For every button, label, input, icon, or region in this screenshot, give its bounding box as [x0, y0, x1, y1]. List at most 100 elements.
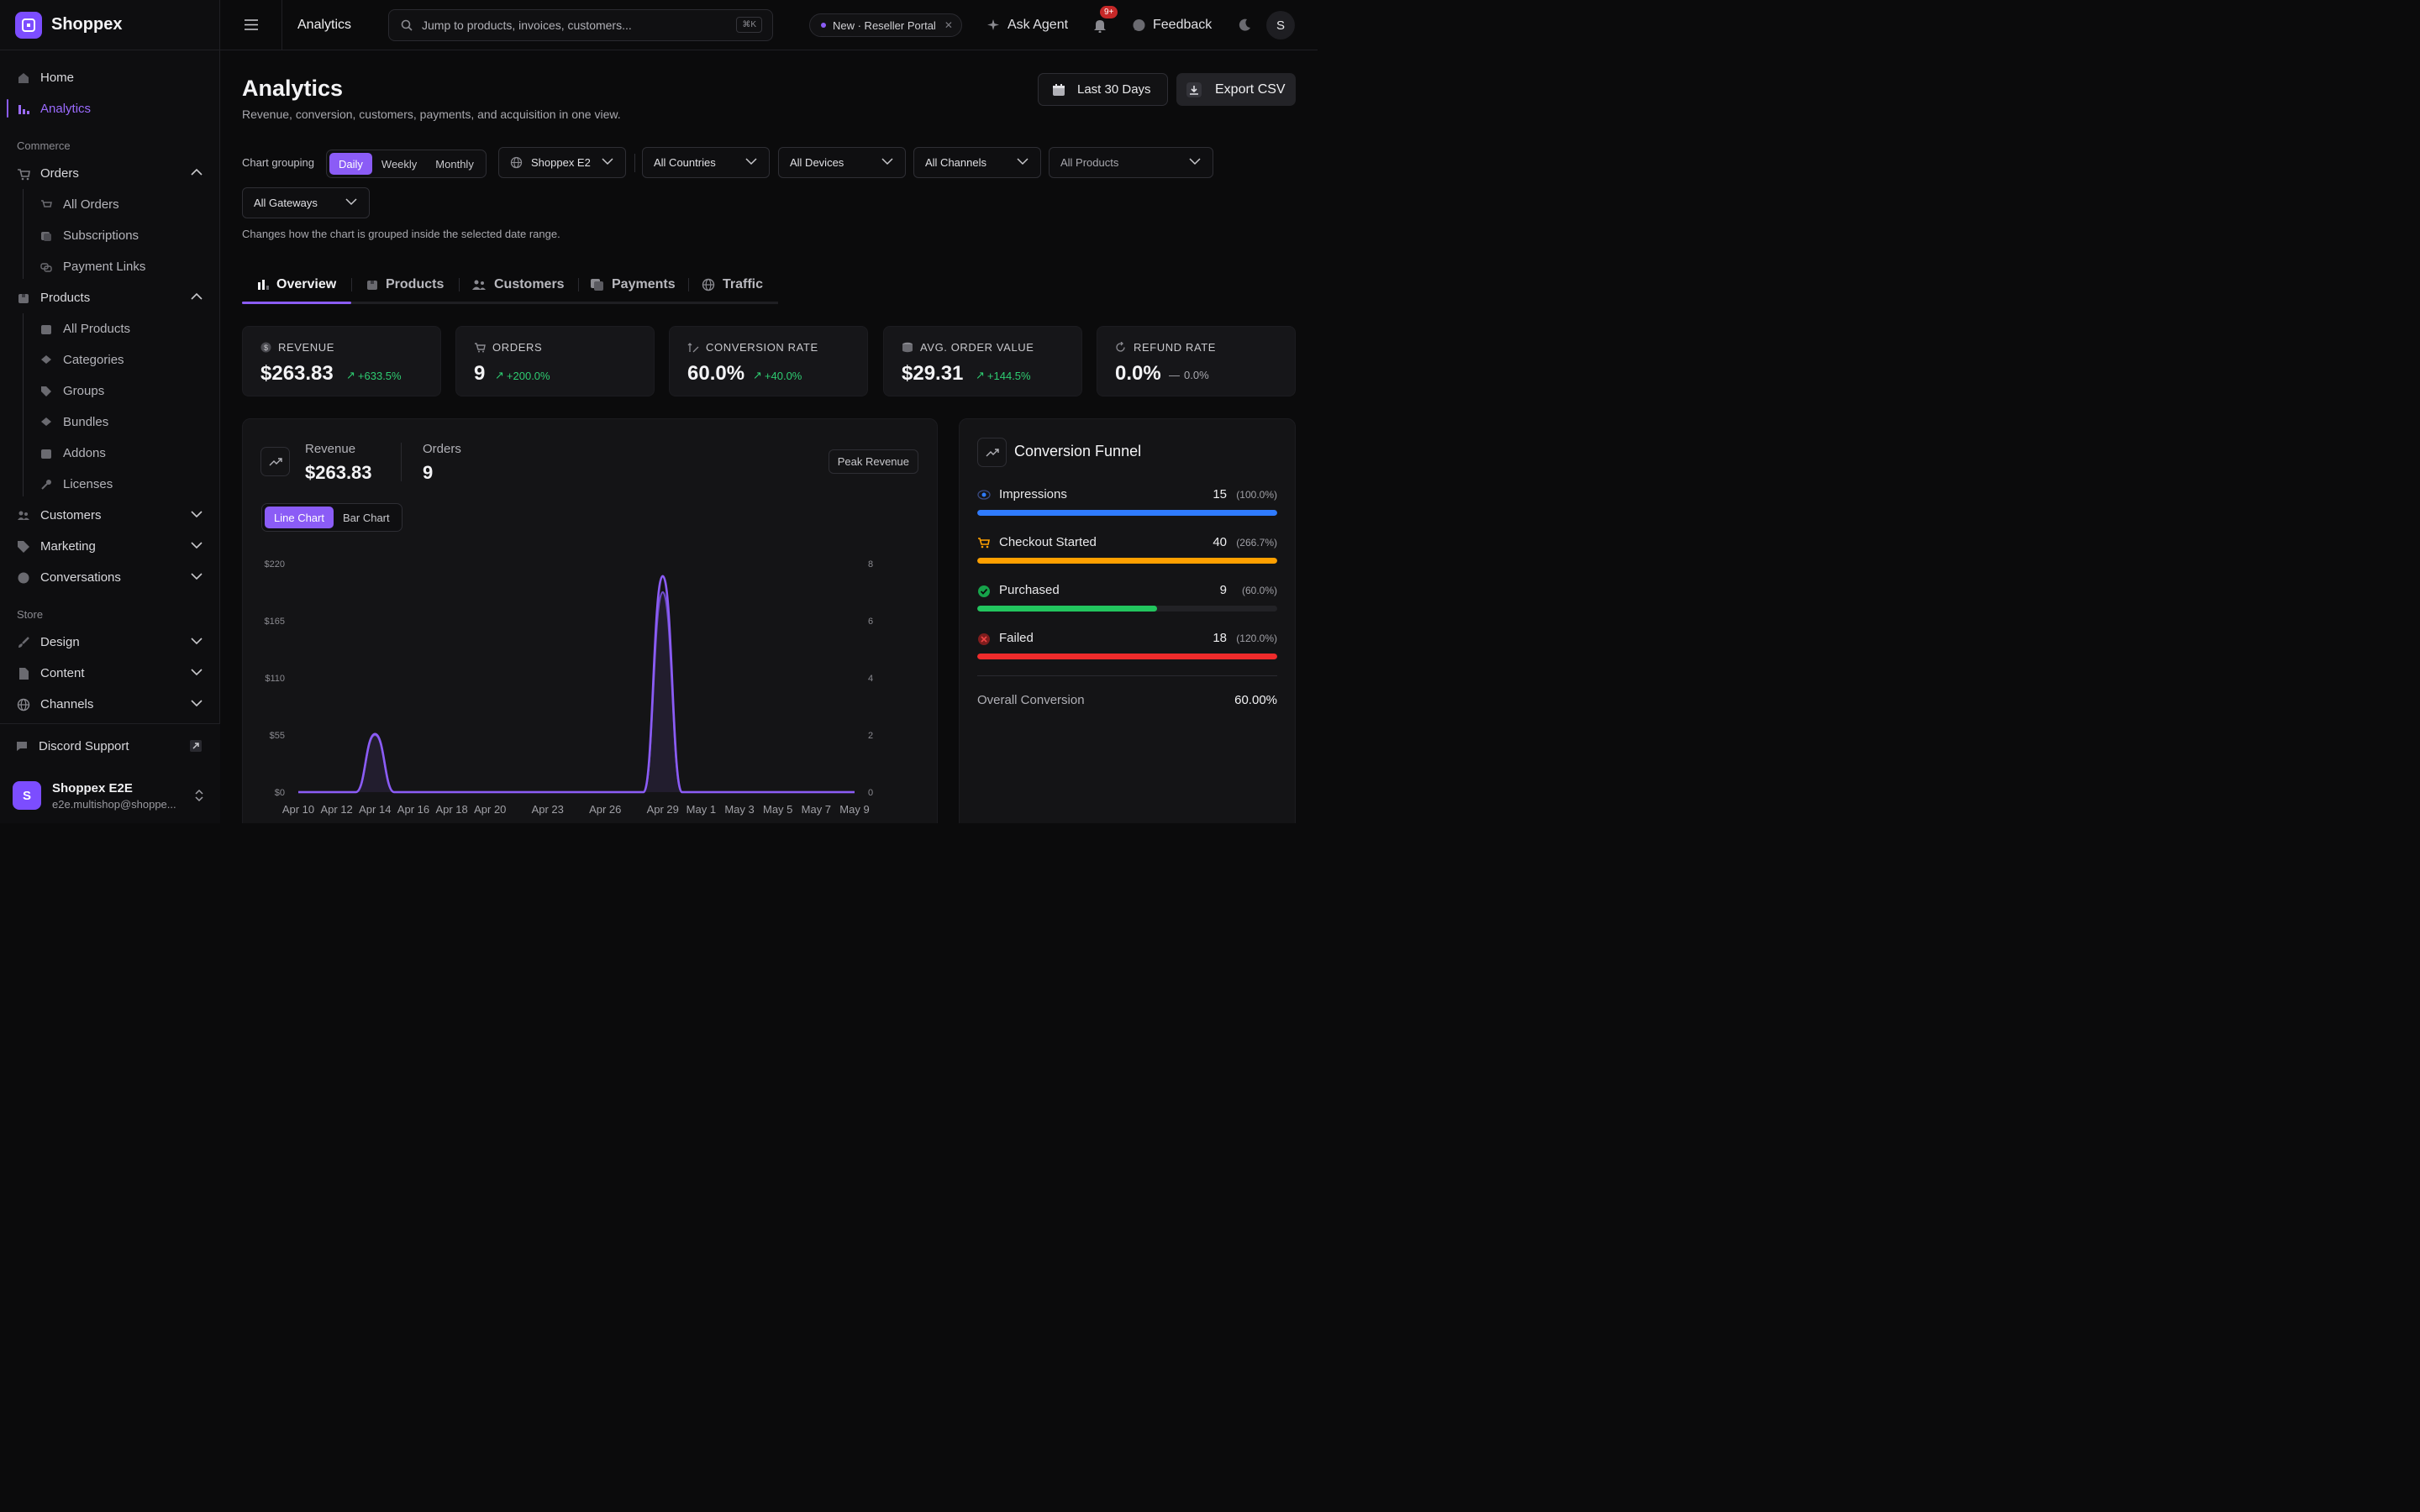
user-avatar-button[interactable]: S: [1266, 11, 1295, 39]
sidebar-item-orders[interactable]: Orders: [0, 158, 219, 189]
chevron-up-icon[interactable]: [191, 168, 203, 176]
sidebar-item-marketing[interactable]: Marketing: [0, 531, 219, 562]
sidebar-item-all-orders[interactable]: All Orders: [0, 189, 219, 220]
trend-up-icon: ↗: [976, 369, 985, 381]
chevron-down-icon[interactable]: [191, 668, 203, 676]
line-chart-option[interactable]: Line Chart: [265, 507, 334, 528]
funnel-row-name: Checkout Started: [999, 535, 1097, 549]
grouping-monthly[interactable]: Monthly: [435, 157, 474, 171]
tab-payments[interactable]: Payments: [591, 267, 676, 302]
countries-select[interactable]: All Countries: [642, 147, 770, 178]
tab-products[interactable]: Products: [366, 267, 444, 302]
sidebar-item-channels[interactable]: Channels: [0, 689, 219, 720]
check-circle-icon: [977, 585, 991, 598]
sidebar-item-groups[interactable]: Groups: [0, 375, 219, 407]
coins-icon: [902, 342, 913, 353]
kpi-delta: ↗ +40.0%: [753, 369, 802, 382]
kpi-delta-text: +200.0%: [506, 369, 550, 382]
chevron-down-icon[interactable]: [191, 699, 203, 707]
chevron-up-icon[interactable]: [191, 292, 203, 301]
chevron-down-icon: [745, 158, 757, 165]
x-tick-label: Apr 26: [589, 803, 621, 816]
search-input[interactable]: Jump to products, invoices, customers...…: [388, 9, 773, 41]
shoppex-logo-icon: [15, 11, 42, 39]
sidebar-item-content[interactable]: Content: [0, 658, 219, 689]
sidebar-item-products[interactable]: Products: [0, 282, 219, 313]
close-icon[interactable]: ✕: [944, 19, 953, 31]
discord-support-link[interactable]: Discord Support: [0, 724, 220, 768]
sidebar-item-design[interactable]: Design: [0, 627, 219, 658]
sidebar-item-label: Channels: [40, 697, 94, 711]
sidebar-item-customers[interactable]: Customers: [0, 500, 219, 531]
user-menu[interactable]: S Shoppex E2E e2e.multishop@shoppe...: [0, 768, 220, 823]
tab-customers[interactable]: Customers: [472, 267, 565, 302]
chart-orders-value: 9: [423, 462, 434, 483]
sidebar-item-subscriptions[interactable]: Subscriptions: [0, 220, 219, 251]
x-tick-label: May 7: [802, 803, 831, 816]
kpi-delta-text: +40.0%: [764, 369, 802, 382]
x-tick-label: Apr 10: [282, 803, 314, 816]
box-icon: [366, 279, 378, 291]
channels-select[interactable]: All Channels: [913, 147, 1041, 178]
grouping-weekly[interactable]: Weekly: [381, 157, 418, 171]
grouping-daily[interactable]: Daily: [329, 153, 372, 175]
kpi-delta-text: +144.5%: [986, 369, 1031, 382]
sidebar-item-label: Bundles: [63, 415, 109, 429]
brand[interactable]: Shoppex: [0, 0, 219, 50]
date-range-button[interactable]: Last 30 Days: [1038, 73, 1168, 106]
kpi-label-text: REVENUE: [278, 341, 335, 354]
chevron-down-icon[interactable]: [191, 541, 203, 549]
reseller-portal-pill[interactable]: New · Reseller Portal ✕: [809, 13, 962, 37]
sidebar-item-payment-links[interactable]: Payment Links: [0, 251, 219, 282]
chevron-down-icon[interactable]: [191, 637, 203, 645]
funnel-row-name: Impressions: [999, 487, 1067, 501]
feedback-button[interactable]: Feedback: [1132, 0, 1212, 50]
tab-label: Overview: [276, 276, 337, 291]
theme-toggle-button[interactable]: [1238, 0, 1258, 50]
kpi-delta: ↗ +633.5%: [346, 369, 402, 382]
notifications-button[interactable]: [1093, 0, 1113, 50]
sidebar-item-all-products[interactable]: All Products: [0, 313, 219, 344]
ask-agent-button[interactable]: Ask Agent: [987, 0, 1068, 50]
sidebar-item-licenses[interactable]: Licenses: [0, 469, 219, 500]
sidebar: Shoppex Home Analytics Commerce Orders A…: [0, 0, 220, 823]
sidebar-item-bundles[interactable]: Bundles: [0, 407, 219, 438]
user-name: Shoppex E2E: [52, 780, 133, 795]
gateways-select[interactable]: All Gateways: [242, 187, 370, 218]
feedback-label: Feedback: [1153, 18, 1213, 32]
devices-select[interactable]: All Devices: [778, 147, 906, 178]
sidebar-item-addons[interactable]: Addons: [0, 438, 219, 469]
menu-toggle-button[interactable]: [220, 0, 282, 50]
sidebar-item-conversations[interactable]: Conversations: [0, 562, 219, 593]
cart-icon: [977, 537, 991, 549]
export-csv-button[interactable]: Export CSV: [1176, 73, 1296, 106]
x-tick-label: Apr 16: [397, 803, 429, 816]
kpi-avg-order-value: AVG. ORDER VALUE $29.31 ↗ +144.5%: [883, 326, 1082, 396]
hamburger-icon: [244, 19, 258, 30]
ask-agent-label: Ask Agent: [1007, 18, 1069, 32]
sidebar-item-categories[interactable]: Categories: [0, 344, 219, 375]
funnel-row-failed: Failed 18 (120.0%): [977, 631, 1277, 669]
discord-icon: [15, 739, 29, 753]
sidebar-item-label: Groups: [63, 384, 105, 398]
shop-select[interactable]: Shoppex E2: [498, 147, 626, 178]
products-select[interactable]: All Products: [1049, 147, 1213, 178]
chevron-down-icon[interactable]: [191, 572, 203, 580]
peak-revenue-button[interactable]: Peak Revenue: [828, 449, 918, 474]
moon-icon: [1238, 18, 1251, 32]
kpi-refund-rate: REFUND RATE 0.0% — 0.0%: [1097, 326, 1296, 396]
sidebar-item-home[interactable]: Home: [0, 62, 219, 93]
tab-label: Customers: [494, 276, 565, 291]
y-left-tick-label: $220: [265, 559, 285, 570]
chevron-down-icon[interactable]: [191, 510, 203, 518]
tab-traffic[interactable]: Traffic: [702, 267, 763, 302]
page-title: Analytics: [242, 76, 344, 101]
x-tick-label: Apr 14: [359, 803, 391, 816]
bar-chart-option[interactable]: Bar Chart: [342, 511, 390, 524]
sidebar-item-analytics[interactable]: Analytics: [0, 93, 219, 124]
kpi-label-text: ORDERS: [492, 341, 543, 354]
tab-overview[interactable]: Overview: [257, 267, 336, 302]
x-tick-label: Apr 23: [532, 803, 564, 816]
x-tick-label: Apr 20: [474, 803, 506, 816]
funnel-row-name: Failed: [999, 631, 1034, 645]
